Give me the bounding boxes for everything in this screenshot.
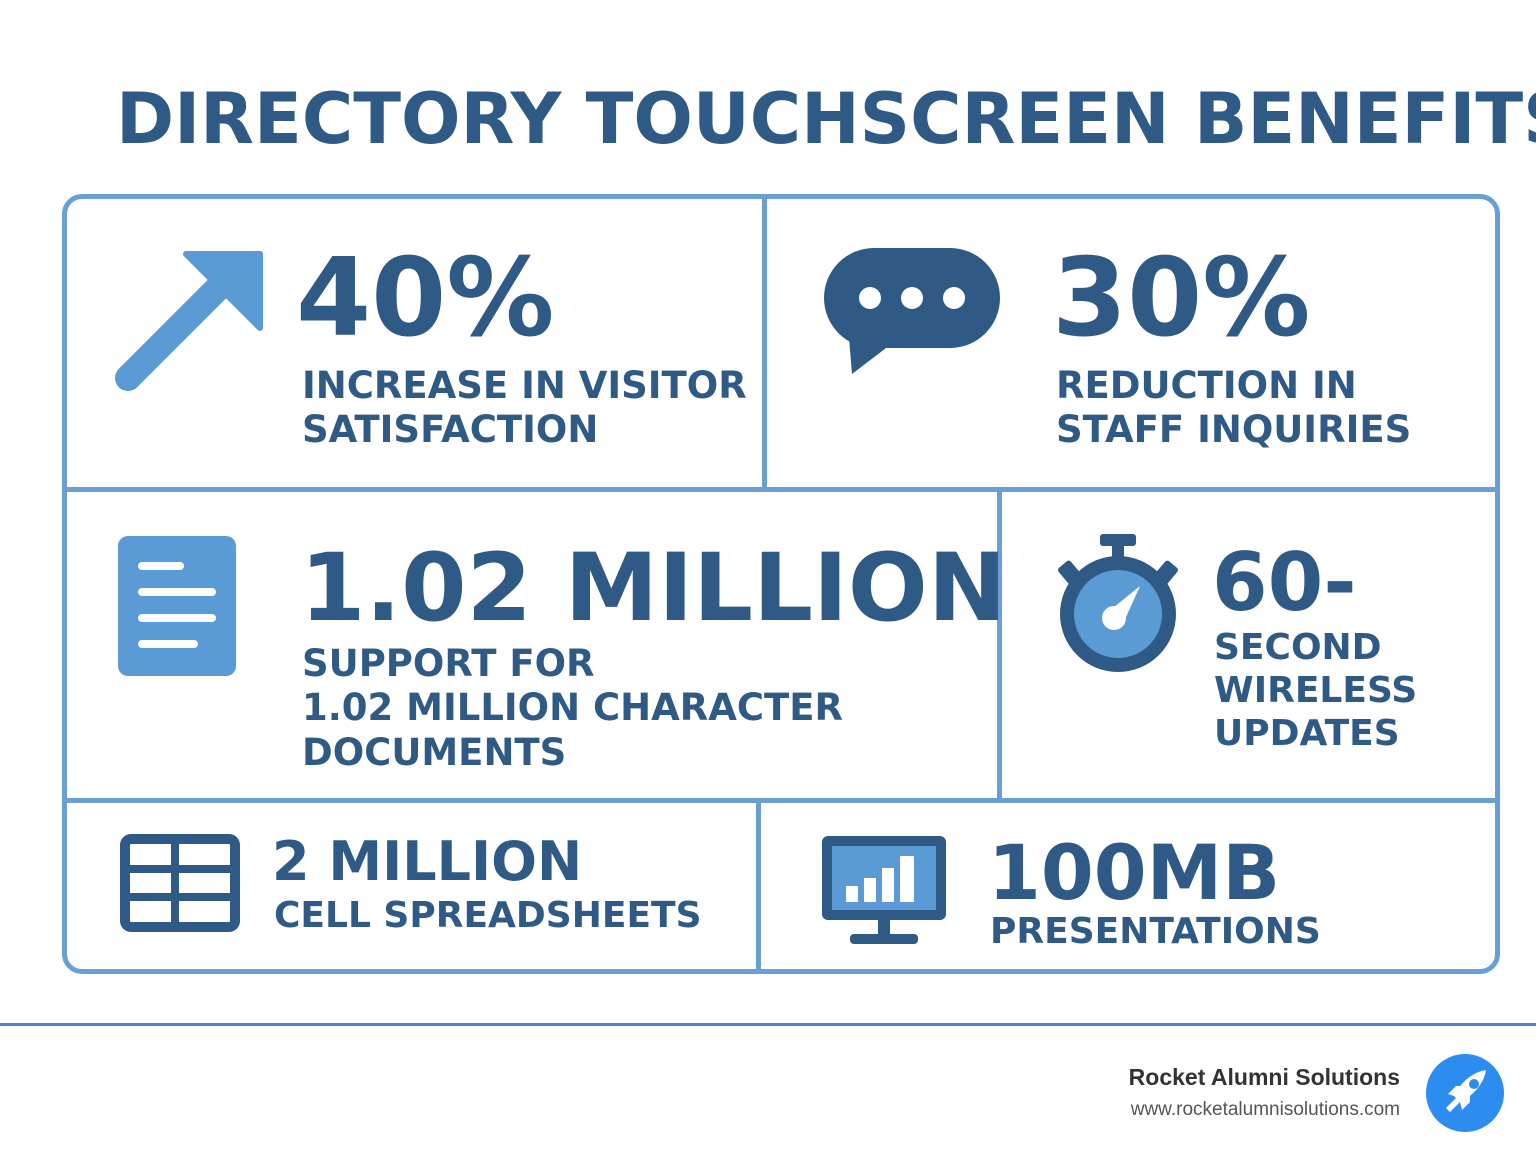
stat-caption: INCREASE IN VISITOR SATISFACTION bbox=[302, 364, 747, 452]
stat-value: 40% bbox=[296, 236, 555, 361]
stat-caption: REDUCTION IN STAFF INQUIRIES bbox=[1056, 364, 1412, 452]
divider bbox=[66, 798, 1496, 803]
page-title: DIRECTORY TOUCHSCREEN BENEFITS bbox=[116, 78, 1536, 160]
brand-name: Rocket Alumni Solutions bbox=[1128, 1064, 1400, 1090]
stat-value: 2 MILLION bbox=[272, 830, 583, 893]
presentation-monitor-icon bbox=[822, 836, 946, 944]
chat-bubble-icon bbox=[824, 248, 1000, 374]
rocket-icon bbox=[1426, 1054, 1504, 1132]
brand-url[interactable]: www.rocketalumnisolutions.com bbox=[1130, 1099, 1400, 1120]
brand-block: Rocket Alumni Solutions www.rocketalumni… bbox=[1129, 1064, 1400, 1121]
divider bbox=[997, 490, 1002, 800]
stat-value: 100MB bbox=[988, 828, 1281, 917]
stat-caption: SUPPORT FOR 1.02 MILLION CHARACTER DOCUM… bbox=[302, 642, 844, 774]
stat-value: 1.02 MILLION bbox=[300, 534, 1007, 643]
document-icon bbox=[118, 536, 236, 676]
stopwatch-icon bbox=[1058, 534, 1178, 672]
arrow-up-right-icon bbox=[115, 251, 263, 391]
stat-value: 60- bbox=[1212, 536, 1357, 629]
stat-caption: PRESENTATIONS bbox=[990, 911, 1321, 952]
divider bbox=[756, 801, 761, 972]
stat-caption: CELL SPREADSHEETS bbox=[274, 895, 702, 936]
footer-divider bbox=[0, 1023, 1536, 1026]
divider bbox=[66, 487, 1496, 492]
stat-value: 30% bbox=[1052, 236, 1311, 361]
benefits-grid bbox=[62, 194, 1500, 974]
spreadsheet-icon bbox=[120, 834, 240, 932]
stat-caption: SECOND WIRELESS UPDATES bbox=[1214, 627, 1418, 755]
divider bbox=[762, 198, 767, 490]
